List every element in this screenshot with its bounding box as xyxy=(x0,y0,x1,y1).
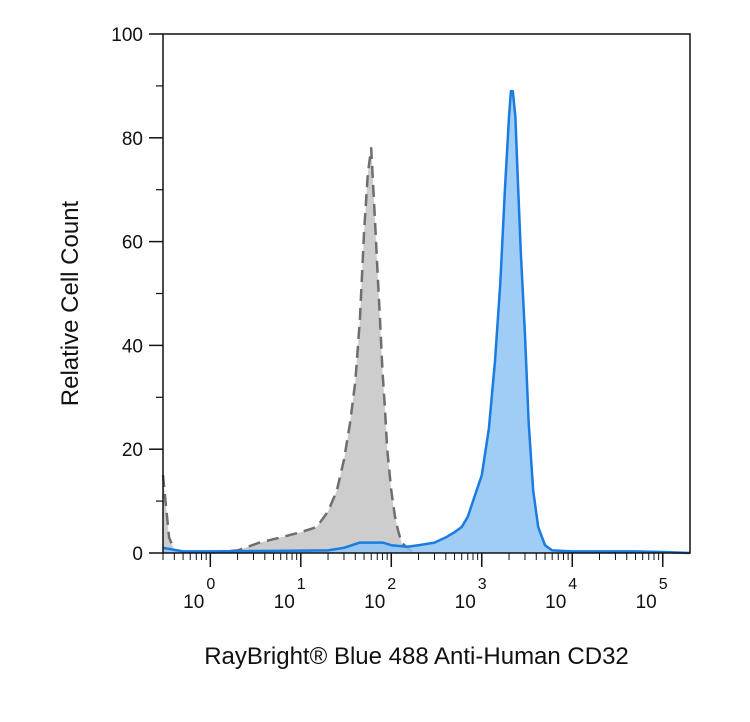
x-tick-exponent-1: 1 xyxy=(297,576,306,593)
plot-frame xyxy=(162,33,691,554)
x-tick-label-5: 10 xyxy=(636,592,657,613)
x-tick-exponent-0: 0 xyxy=(206,576,215,593)
y-tick-label-1: 20 xyxy=(122,440,143,461)
x-tick-label-4: 10 xyxy=(545,592,566,613)
x-tick-exponent-3: 3 xyxy=(478,576,487,593)
x-tick-label-2: 10 xyxy=(364,592,385,613)
x-tick-label-3: 10 xyxy=(455,592,476,613)
y-axis-title: Relative Cell Count xyxy=(57,200,84,406)
series-1-line xyxy=(162,89,691,555)
y-axis: 0 20 40 60 80 100 xyxy=(111,25,163,565)
y-tick-label-2: 40 xyxy=(122,336,143,357)
x-tick-label-1: 10 xyxy=(274,592,295,613)
series-0-area xyxy=(163,148,419,553)
y-tick-label-0: 0 xyxy=(132,544,143,565)
series-layer xyxy=(161,89,691,555)
y-tick-label-5: 100 xyxy=(111,25,143,46)
y-tick-label-3: 60 xyxy=(122,233,143,254)
series-1-area xyxy=(163,91,690,553)
x-tick-exponent-4: 4 xyxy=(568,576,577,593)
x-axis-title: RayBright® Blue 488 Anti-Human CD32 xyxy=(204,643,629,670)
x-tick-exponent-5: 5 xyxy=(659,576,668,593)
y-tick-label-4: 80 xyxy=(122,129,143,150)
x-tick-label-0: 10 xyxy=(183,592,204,613)
x-tick-exponent-2: 2 xyxy=(387,576,396,593)
